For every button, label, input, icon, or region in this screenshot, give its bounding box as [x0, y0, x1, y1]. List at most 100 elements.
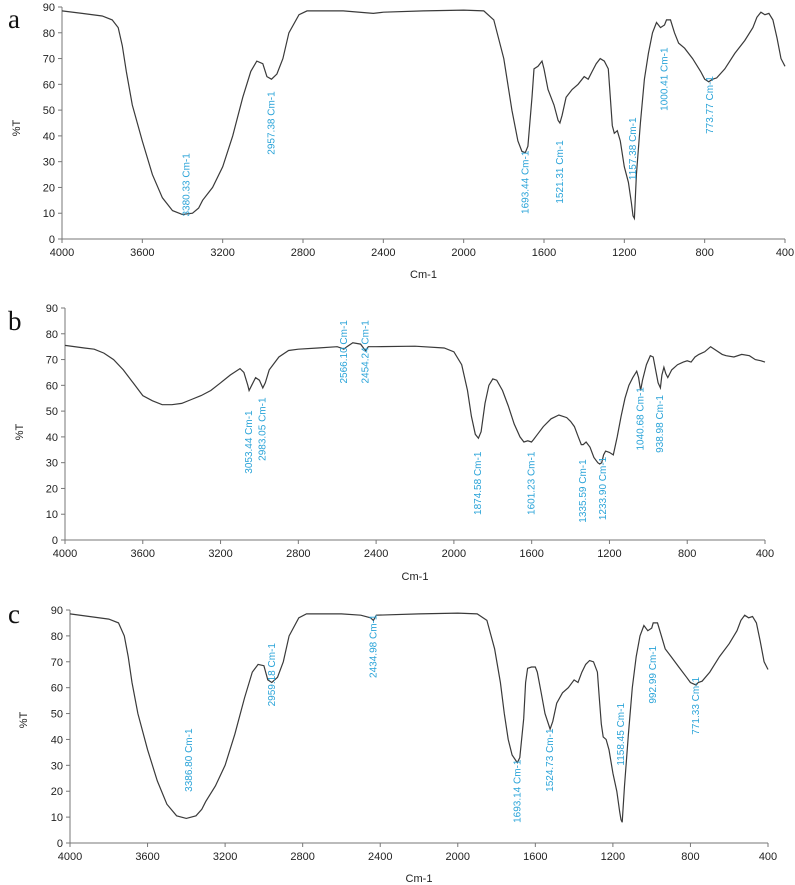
y-axis-label: %T [18, 711, 30, 728]
y-tick-label: 0 [57, 838, 63, 850]
y-tick-label: 20 [46, 483, 58, 495]
peak-annotation: 2983.05 Cm-1 [258, 397, 269, 461]
x-tick-label: 800 [678, 548, 696, 560]
x-tick-label: 4000 [50, 247, 74, 259]
peak-annotation: 2454.24 Cm-1 [361, 320, 372, 384]
peak-annotation: 2959.18 Cm-1 [267, 643, 278, 707]
peak-annotation: 773.77 Cm-1 [705, 76, 716, 134]
spectrum-line [64, 342, 766, 465]
y-tick-label: 80 [51, 631, 63, 643]
peak-annotation: 2957.38 Cm-1 [266, 91, 277, 155]
peak-annotation: 771.33 Cm-1 [691, 676, 702, 734]
y-tick-label: 50 [51, 709, 63, 721]
x-tick-label: 800 [681, 851, 699, 863]
peak-annotation: 2434.98 Cm-1 [368, 614, 379, 678]
peak-annotation: 1157.38 Cm-1 [628, 117, 639, 180]
x-tick-label: 3600 [135, 851, 159, 863]
x-tick-label: 1600 [519, 548, 543, 560]
y-tick-label: 10 [51, 812, 63, 824]
x-axis-label: Cm-1 [402, 571, 429, 583]
y-tick-label: 30 [46, 458, 58, 470]
y-tick-label: 50 [46, 406, 58, 418]
x-tick-label: 1200 [612, 247, 636, 259]
x-tick-label: 400 [776, 247, 794, 259]
x-tick-label: 2000 [442, 548, 466, 560]
peak-annotation: 1693.14 Cm-1 [512, 759, 523, 823]
peak-annotation: 1874.58 Cm-1 [473, 451, 484, 515]
x-tick-label: 1200 [597, 548, 621, 560]
x-tick-label: 1200 [601, 851, 625, 863]
y-tick-label: 90 [43, 2, 55, 14]
peak-annotation: 1524.73 Cm-1 [545, 728, 556, 792]
x-tick-label: 4000 [58, 851, 82, 863]
peak-annotation: 1158.45 Cm-1 [616, 703, 627, 766]
y-tick-label: 20 [51, 786, 63, 798]
peak-annotation: 2566.10 Cm-1 [339, 320, 350, 384]
y-tick-label: 80 [43, 28, 55, 40]
x-tick-label: 3200 [213, 851, 237, 863]
x-tick-label: 2800 [290, 851, 314, 863]
peak-annotation: 1601.23 Cm-1 [526, 451, 537, 515]
peak-annotation: 992.99 Cm-1 [648, 645, 659, 703]
y-tick-label: 30 [51, 760, 63, 772]
y-axis-label: %T [14, 423, 26, 440]
panel-label: a [8, 4, 20, 34]
x-tick-label: 800 [695, 247, 713, 259]
panel-label: b [8, 306, 22, 336]
y-tick-label: 60 [46, 380, 58, 392]
peak-annotation: 1335.59 Cm-1 [578, 459, 589, 523]
y-tick-label: 40 [46, 432, 58, 444]
y-axis-label: %T [11, 119, 23, 136]
y-tick-label: 10 [43, 208, 55, 220]
x-tick-label: 400 [759, 851, 777, 863]
x-tick-label: 2800 [291, 247, 315, 259]
x-tick-label: 3600 [131, 548, 155, 560]
panel-a: 0 10 20 30 40 50 60 70 80 90 4000 3600 3200 2800 2400 2… [8, 2, 794, 281]
panel-b: 0 10 20 30 40 50 60 70 80 90 4000 3600 3200 2800 2400 2… [8, 303, 774, 583]
x-tick-label: 2400 [364, 548, 388, 560]
peak-annotation: 3386.80 Cm-1 [184, 728, 195, 792]
y-tick-label: 80 [46, 329, 58, 341]
y-tick-label: 30 [43, 157, 55, 169]
x-tick-label: 2800 [286, 548, 310, 560]
x-tick-label: 2400 [368, 851, 392, 863]
peak-annotation: 1233.90 Cm-1 [598, 456, 609, 520]
peak-annotation: 3380.33 Cm-1 [182, 153, 193, 217]
x-tick-label: 400 [756, 548, 774, 560]
y-tick-label: 50 [43, 105, 55, 117]
x-tick-label: 1600 [523, 851, 547, 863]
x-tick-label: 2000 [451, 247, 475, 259]
peak-annotation: 1693.44 Cm-1 [520, 150, 531, 214]
y-tick-label: 90 [51, 605, 63, 617]
y-tick-label: 0 [49, 234, 55, 246]
y-tick-label: 60 [43, 79, 55, 91]
x-tick-label: 2400 [371, 247, 395, 259]
x-tick-label: 3600 [130, 247, 154, 259]
peak-annotation: 3053.44 Cm-1 [244, 410, 255, 474]
y-tick-label: 40 [43, 131, 55, 143]
x-axis-label: Cm-1 [406, 873, 433, 885]
peak-annotation: 1040.68 Cm-1 [635, 387, 646, 451]
y-tick-label: 70 [46, 355, 58, 367]
spectrum-line [69, 612, 769, 823]
panel-label: c [8, 599, 20, 629]
y-tick-label: 10 [46, 509, 58, 521]
y-tick-label: 70 [43, 54, 55, 66]
y-tick-label: 60 [51, 683, 63, 695]
x-tick-label: 1600 [532, 247, 556, 259]
y-tick-label: 0 [52, 535, 58, 547]
peak-annotation: 1000.41 Cm-1 [660, 47, 671, 111]
x-tick-label: 3200 [210, 247, 234, 259]
x-axis-label: Cm-1 [410, 269, 437, 281]
x-tick-label: 2000 [446, 851, 470, 863]
y-tick-label: 20 [43, 182, 55, 194]
x-tick-label: 3200 [208, 548, 232, 560]
panel-c: 0 10 20 30 40 50 60 70 80 90 4000 3600 3200 2800 2400 2… [8, 599, 777, 885]
y-tick-label: 40 [51, 734, 63, 746]
spectrum-line [61, 9, 786, 221]
x-tick-label: 4000 [53, 548, 77, 560]
peak-annotation: 1521.31 Cm-1 [555, 140, 566, 204]
y-tick-label: 90 [46, 303, 58, 315]
peak-annotation: 938.98 Cm-1 [655, 395, 666, 453]
